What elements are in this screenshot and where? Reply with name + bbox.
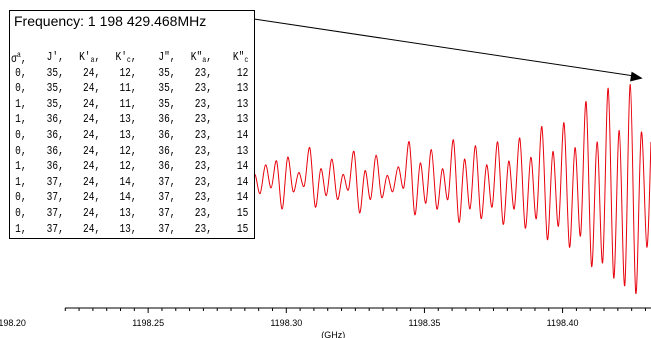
x-tick-label: 1198.35	[409, 318, 441, 328]
table-cell: 23,	[194, 144, 212, 158]
table-cell: 35,	[46, 66, 64, 80]
table-cell: 23,	[194, 66, 212, 80]
table-cell: 23,	[194, 206, 212, 220]
table-header-cell: K"c	[232, 51, 249, 65]
table-header-cell: K'c,	[115, 51, 137, 65]
table-cell: 0,	[15, 66, 27, 80]
table-cell: 1,	[15, 113, 27, 127]
table-cell: 24,	[83, 206, 101, 220]
table-cell: 35,	[158, 82, 176, 96]
table-cell: 13,	[119, 113, 137, 127]
table-cell: 0,	[15, 82, 27, 96]
table-cell: 11,	[119, 82, 137, 96]
table-cell: 14	[236, 191, 249, 205]
table-header-cell: J",	[158, 51, 176, 64]
table-cell: 15	[236, 222, 249, 236]
table-header-cell: σa,	[11, 51, 27, 66]
table-cell: 0,	[15, 144, 27, 158]
table-cell: 37,	[158, 191, 176, 205]
table-cell: 0,	[15, 206, 27, 220]
table-cell: 13	[236, 82, 249, 96]
table-cell: 24,	[83, 66, 101, 80]
table-cell: 14	[236, 175, 249, 189]
table-cell: 14	[236, 160, 249, 174]
table-cell: 0,	[15, 128, 27, 142]
table-cell: 24,	[83, 144, 101, 158]
table-cell: 36,	[158, 113, 176, 127]
table-cell: 24,	[83, 128, 101, 142]
table-cell: 35,	[158, 97, 176, 111]
table-cell: 12,	[119, 160, 137, 174]
table-cell: 23,	[194, 82, 212, 96]
annotation-box: Frequency: 1 198 429.468MHz σa, J', K'a, K'…	[9, 10, 255, 239]
table-header-cell: K'a,	[79, 51, 101, 65]
table-cell: 35,	[46, 82, 64, 96]
table-cell: 24,	[83, 191, 101, 205]
table-cell: 13,	[119, 206, 137, 220]
table-cell: 35,	[46, 97, 64, 111]
annotation-frequency-label: Frequency: 1 198 429.468MHz	[14, 13, 207, 29]
annotation-arrow-line	[253, 18, 637, 77]
x-axis: 1198.20 1198.25 1198.30 1198.35 1198.40 (GHz)	[0, 307, 651, 338]
table-cell: 37,	[158, 206, 176, 220]
table-cell: 37,	[46, 191, 64, 205]
table-cell: 36,	[46, 113, 64, 127]
table-cell: 23,	[194, 175, 212, 189]
x-axis-title: (GHz)	[321, 330, 345, 338]
table-cell: 37,	[46, 222, 64, 236]
table-cell: 37,	[46, 175, 64, 189]
spectrum-trace	[204, 83, 651, 294]
table-cell: 24,	[83, 113, 101, 127]
table-cell: 11,	[119, 97, 137, 111]
table-cell: 14,	[119, 191, 137, 205]
table-cell: 12,	[119, 144, 137, 158]
table-cell: 36,	[158, 160, 176, 174]
table-cell: 23,	[194, 191, 212, 205]
table-cell: 13	[236, 144, 249, 158]
table-cell: 36,	[46, 144, 64, 158]
table-cell: 1,	[15, 222, 27, 236]
table-cell: 24,	[83, 82, 101, 96]
table-cell: 23,	[194, 222, 212, 236]
x-tick-label: 1198.25	[132, 318, 164, 328]
table-cell: 23,	[194, 160, 212, 174]
table-cell: 36,	[158, 144, 176, 158]
table-cell: 37,	[158, 222, 176, 236]
table-cell: 24,	[83, 97, 101, 111]
table-cell: 1,	[15, 97, 27, 111]
table-cell: 24,	[83, 175, 101, 189]
table-cell: 23,	[194, 97, 212, 111]
table-cell: 24,	[83, 222, 101, 236]
annotation-arrow-head	[630, 71, 643, 82]
table-cell: 23,	[194, 113, 212, 127]
table-cell: 37,	[46, 206, 64, 220]
table-cell: 14,	[119, 175, 137, 189]
table-cell: 0,	[15, 191, 27, 205]
table-cell: 13,	[119, 128, 137, 142]
table-cell: 1,	[15, 160, 27, 174]
annotation-arrow-layer	[253, 18, 643, 82]
table-cell: 36,	[46, 160, 64, 174]
table-cell: 13	[236, 113, 249, 127]
table-cell: 13,	[119, 222, 137, 236]
table-cell: 12,	[119, 66, 137, 80]
x-tick-label: 1198.40	[547, 318, 579, 328]
plot-area	[204, 83, 651, 294]
table-cell: 23,	[194, 128, 212, 142]
table-cell: 36,	[158, 128, 176, 142]
table-cell: 12	[236, 66, 249, 80]
table-cell: 37,	[158, 175, 176, 189]
table-cell: 14	[236, 128, 249, 142]
table-cell: 36,	[46, 128, 64, 142]
x-tick-label: 1198.20	[0, 318, 26, 328]
table-cell: 24,	[83, 160, 101, 174]
table-cell: 1,	[15, 175, 27, 189]
x-tick-label: 1198.30	[270, 318, 302, 328]
table-header-cell: J',	[46, 51, 64, 64]
table-cell: 35,	[158, 66, 176, 80]
table-cell: 15	[236, 206, 249, 220]
table-cell: 13	[236, 97, 249, 111]
table-header-cell: K"a,	[190, 51, 212, 65]
